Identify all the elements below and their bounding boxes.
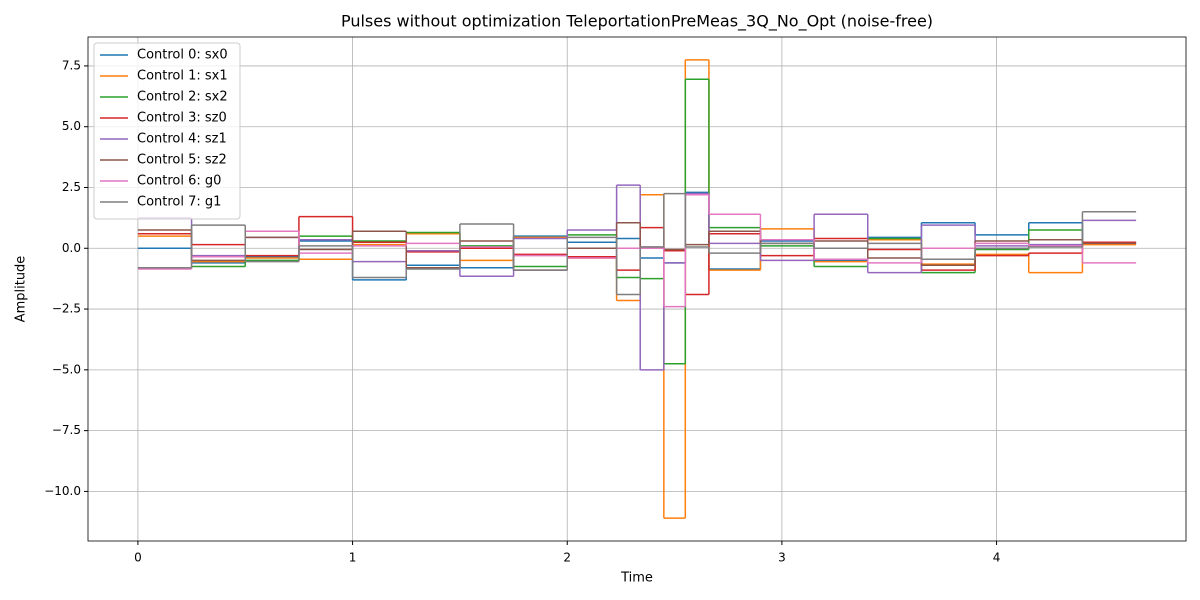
x-tick-label: 4 — [993, 551, 1001, 565]
series — [137, 192, 1137, 296]
y-tick-label: 7.5 — [62, 58, 81, 72]
x-tick-label: 0 — [134, 551, 142, 565]
x-tick-label: 2 — [563, 551, 571, 565]
chart-title: Pulses without optimization Teleportatio… — [341, 12, 933, 32]
y-tick-label: 2.5 — [62, 180, 81, 194]
series — [137, 59, 1137, 519]
series — [137, 194, 1137, 308]
legend-label: Control 2: sx2 — [137, 90, 228, 105]
x-tick-label: 3 — [778, 551, 786, 565]
series — [137, 191, 1137, 281]
y-tick-label: −7.5 — [52, 423, 81, 437]
y-tick-label: −10.0 — [44, 484, 81, 498]
y-tick-label: −2.5 — [52, 302, 81, 316]
x-axis-label: Time — [620, 571, 653, 586]
legend-label: Control 6: g0 — [137, 174, 221, 189]
x-tick-label: 1 — [349, 551, 357, 565]
plot-frame — [87, 36, 1187, 542]
series — [137, 215, 1137, 296]
y-tick-label: 5.0 — [62, 119, 81, 133]
legend-label: Control 5: sz2 — [137, 153, 227, 168]
legend-label: Control 0: sx0 — [137, 48, 228, 63]
series — [137, 78, 1137, 365]
legend-label: Control 4: sz1 — [137, 132, 227, 147]
y-axis-label: Amplitude — [14, 256, 29, 323]
legend-label: Control 7: g1 — [137, 195, 221, 210]
legend-label: Control 1: sx1 — [137, 69, 228, 84]
y-tick-label: −5.0 — [52, 362, 81, 376]
legend-box — [93, 42, 241, 220]
y-tick-label: 0.0 — [62, 241, 81, 255]
legend-label: Control 3: sz0 — [137, 111, 227, 126]
